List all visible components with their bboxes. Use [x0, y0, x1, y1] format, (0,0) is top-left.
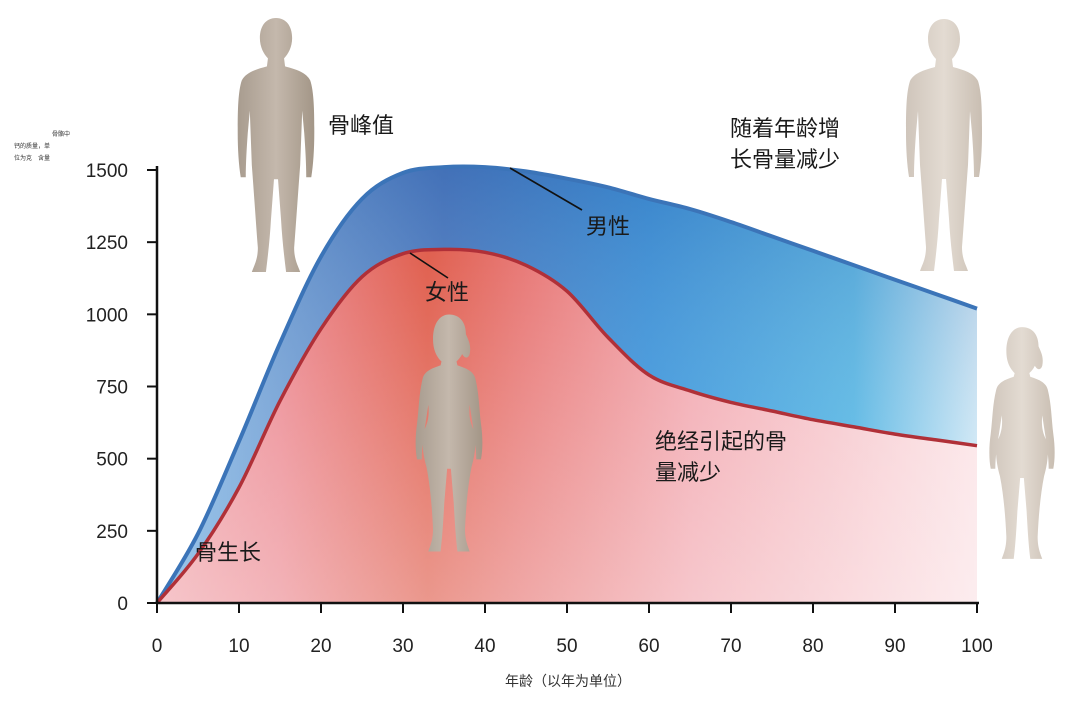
peak-bone-mass-label: 骨峰值: [328, 114, 394, 139]
y-axis-label-line-1: 骨骼中: [52, 130, 70, 138]
y-tick-label: 1250: [86, 233, 128, 254]
y-tick-label: 1500: [86, 161, 128, 182]
bone-growth-label: 骨生长: [195, 541, 261, 566]
y-axis-label-line-3: 位为克: [14, 154, 32, 162]
x-tick-label: 20: [310, 636, 331, 657]
x-tick-label: 60: [638, 636, 659, 657]
x-tick-label: 80: [802, 636, 823, 657]
y-axis-label-line-2: 钙的质量，单: [14, 142, 50, 150]
x-tick-label: 70: [720, 636, 741, 657]
x-axis-label: 年龄（以年为单位）: [505, 674, 631, 690]
x-tick-label: 0: [152, 636, 163, 657]
y-tick-label: 1000: [86, 305, 128, 326]
y-axis-label-line-4: 含量: [38, 154, 50, 162]
x-tick-label: 50: [556, 636, 577, 657]
aging-bone-loss-label-line-1: 随着年龄增: [730, 117, 840, 142]
female-series-label: 女性: [425, 281, 469, 306]
y-tick-label: 250: [96, 522, 128, 543]
male-series-label: 男性: [586, 215, 630, 240]
x-tick-label: 10: [228, 636, 249, 657]
y-axis-label: 骨骼中 钙的质量，单 位为克 含量: [14, 130, 70, 162]
elderly-man-figure-icon: [906, 19, 982, 271]
menopause-bone-loss-label-line-1: 绝经引起的骨: [655, 430, 787, 455]
x-tick-label: 90: [884, 636, 905, 657]
y-tick-label: 500: [96, 450, 128, 471]
x-tick-label: 30: [392, 636, 413, 657]
male-leader-line: [509, 167, 583, 211]
young-man-figure-icon: [237, 18, 315, 272]
y-tick-label: 0: [117, 594, 128, 615]
female-leader-line: [409, 252, 449, 279]
x-tick-label: 40: [474, 636, 495, 657]
male-curve: [155, 164, 978, 605]
menopause-bone-loss-label-line-2: 量减少: [655, 461, 721, 486]
female-curve: [155, 247, 978, 605]
aging-bone-loss-label-line-2: 长骨量减少: [730, 148, 840, 173]
elderly-woman-figure-icon: [989, 327, 1055, 559]
female-area-shade: [157, 249, 977, 603]
y-tick-label: 750: [96, 378, 128, 399]
x-tick-label: 100: [961, 636, 993, 657]
